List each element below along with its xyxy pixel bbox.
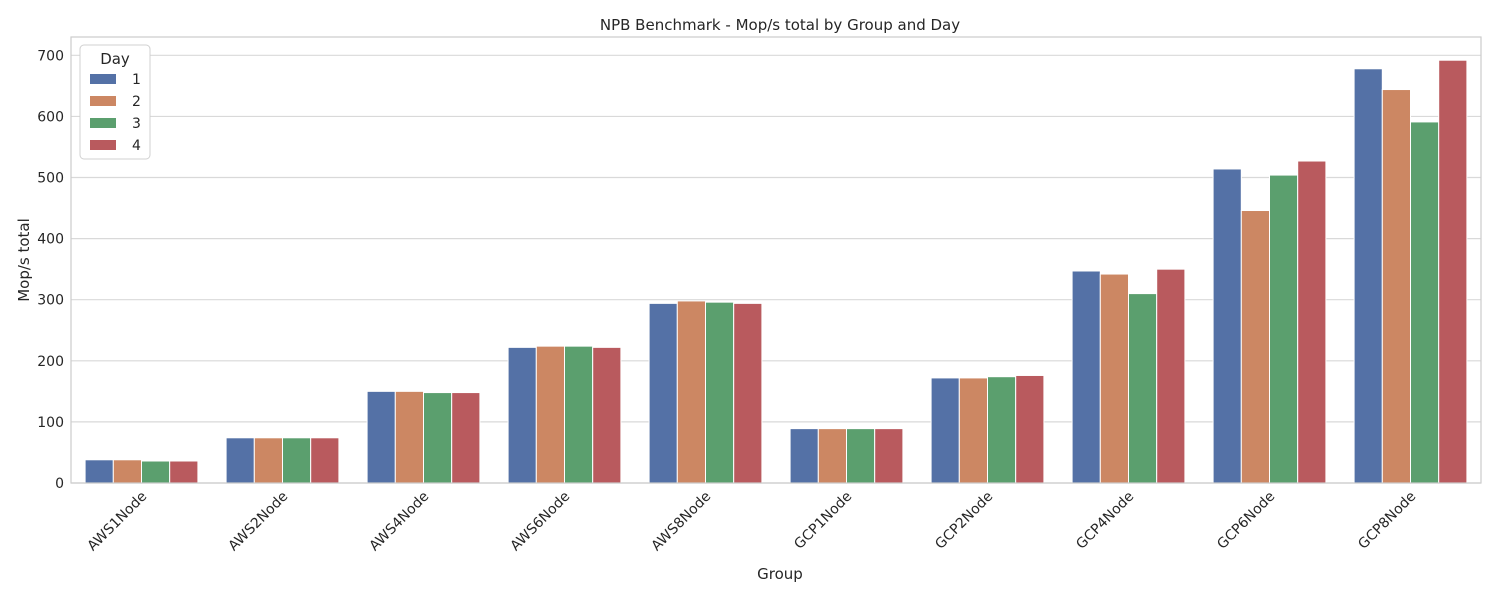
- legend-swatch: [90, 74, 116, 84]
- bar-GCP4Node-day-4: [1156, 268, 1186, 484]
- y-tick-label: 0: [55, 476, 64, 492]
- bar-GCP4Node-day-2: [1099, 273, 1130, 484]
- legend-swatch: [90, 140, 116, 150]
- bar-GCP6Node-day-3: [1269, 174, 1299, 484]
- x-tick-label: AWS8Node: [649, 489, 715, 555]
- legend-title: Day: [100, 50, 130, 68]
- grid: [71, 54, 1481, 484]
- bar-GCP1Node-day-1: [789, 428, 819, 484]
- bar-AWS4Node-day-1: [366, 390, 396, 484]
- bar-AWS6Node-day-3: [564, 345, 594, 484]
- bar-AWS1Node-day-1: [84, 459, 114, 484]
- y-tick-label: 200: [37, 354, 64, 370]
- bar-GCP6Node-day-1: [1212, 168, 1242, 484]
- bar-GCP2Node-day-1: [930, 377, 960, 484]
- legend-label: 3: [132, 116, 141, 132]
- bar-AWS4Node-day-4: [451, 392, 481, 484]
- x-tick-label: GCP8Node: [1355, 489, 1419, 553]
- bar-AWS1Node-day-2: [112, 459, 143, 484]
- x-tick-label: GCP1Node: [791, 489, 855, 553]
- chart-title: NPB Benchmark - Mop/s total by Group and…: [600, 16, 960, 34]
- bars: [84, 59, 1468, 484]
- x-tick-label: AWS2Node: [226, 489, 292, 555]
- bar-AWS4Node-day-2: [394, 390, 424, 484]
- bar-GCP8Node-day-2: [1381, 89, 1412, 484]
- x-tick-label: GCP2Node: [932, 489, 996, 553]
- legend-label: 4: [132, 138, 141, 154]
- y-axis-label: Mop/s total: [15, 218, 33, 302]
- y-tick-label: 100: [37, 415, 64, 431]
- bar-AWS6Node-day-1: [507, 346, 537, 484]
- plot-frame: [70, 36, 1482, 484]
- bar-AWS6Node-day-2: [535, 345, 565, 484]
- bar-GCP8Node-day-1: [1353, 68, 1383, 484]
- legend-items: 1 2 3 4: [90, 72, 141, 154]
- bar-AWS1Node-day-4: [169, 460, 199, 484]
- bar-GCP1Node-day-3: [846, 428, 876, 484]
- x-ticks: AWS1Node AWS2Node AWS4Node AWS6Node AWS8Node…: [85, 489, 1420, 555]
- y-ticks: 0 100 200 300 400 500 600 700: [37, 48, 64, 492]
- legend-label: 2: [132, 94, 141, 110]
- bar-GCP8Node-day-4: [1438, 59, 1468, 484]
- bar-AWS8Node-day-1: [648, 302, 678, 484]
- bar-GCP2Node-day-4: [1015, 374, 1045, 484]
- bar-AWS8Node-day-4: [733, 302, 763, 484]
- x-tick-label: GCP4Node: [1073, 489, 1137, 553]
- bar-AWS2Node-day-3: [282, 437, 312, 484]
- legend-swatch: [90, 118, 116, 128]
- bar-AWS8Node-day-2: [676, 300, 706, 484]
- bar-GCP6Node-day-2: [1240, 210, 1271, 484]
- bar-GCP4Node-day-1: [1071, 270, 1101, 484]
- bar-GCP2Node-day-2: [958, 377, 988, 484]
- bar-AWS2Node-day-1: [225, 437, 255, 484]
- legend-label: 1: [132, 72, 141, 88]
- x-tick-label: AWS4Node: [367, 489, 433, 555]
- y-tick-label: 300: [37, 293, 64, 309]
- bar-GCP8Node-day-3: [1410, 121, 1440, 484]
- x-tick-label: GCP6Node: [1214, 489, 1278, 553]
- y-tick-label: 700: [37, 48, 64, 64]
- y-tick-label: 400: [37, 232, 64, 248]
- bar-AWS4Node-day-3: [423, 392, 453, 484]
- bar-AWS8Node-day-3: [705, 301, 735, 484]
- x-tick-label: AWS6Node: [508, 489, 574, 555]
- bar-GCP4Node-day-3: [1128, 293, 1158, 484]
- bar-AWS2Node-day-2: [253, 437, 284, 484]
- bar-AWS6Node-day-4: [592, 346, 622, 484]
- y-tick-label: 500: [37, 171, 64, 187]
- legend: Day 1 2 3 4: [79, 44, 151, 160]
- bar-AWS1Node-day-3: [141, 460, 171, 484]
- bar-GCP2Node-day-3: [987, 376, 1017, 484]
- x-tick-label: AWS1Node: [85, 489, 151, 555]
- bar-AWS2Node-day-4: [310, 437, 340, 484]
- bar-GCP1Node-day-2: [817, 428, 847, 484]
- bar-GCP1Node-day-4: [874, 428, 904, 484]
- bar-GCP6Node-day-4: [1297, 160, 1327, 484]
- y-tick-label: 600: [37, 109, 64, 125]
- legend-swatch: [90, 96, 116, 106]
- x-axis-label: Group: [757, 565, 803, 583]
